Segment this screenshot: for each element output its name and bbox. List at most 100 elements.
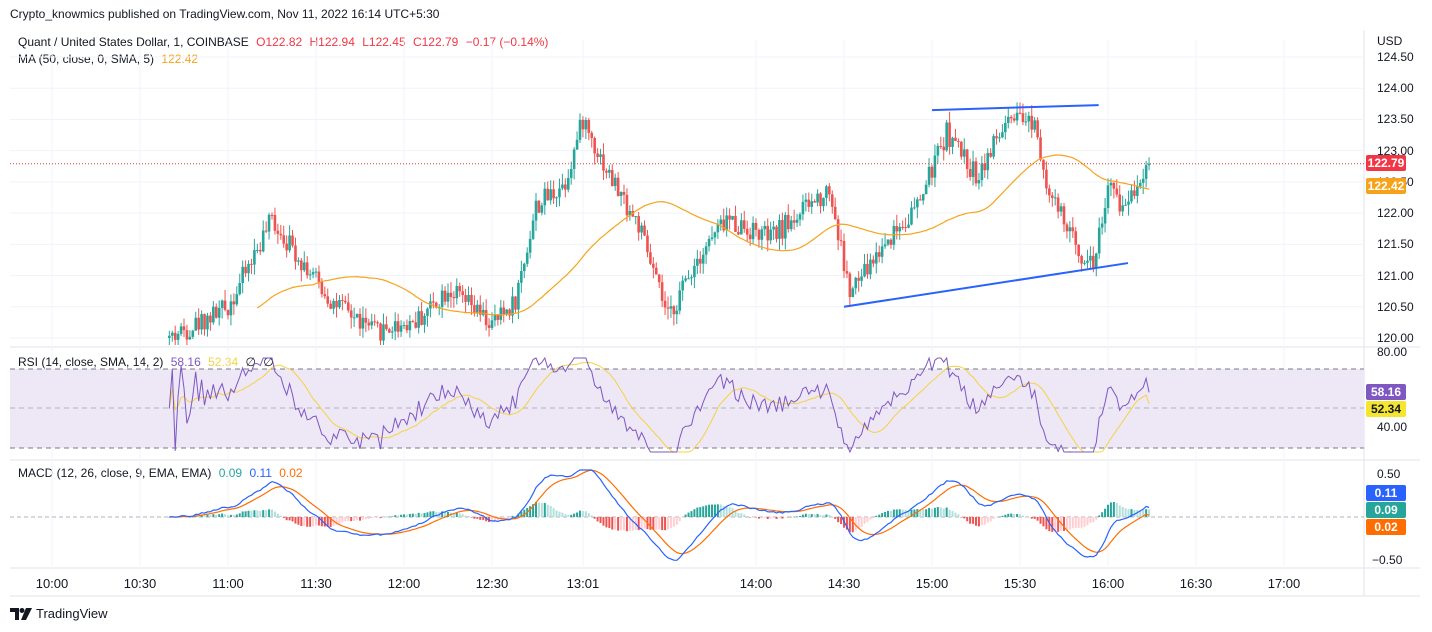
candle-body (1001, 132, 1004, 138)
macd-hist-bar (848, 517, 851, 533)
macd-hist-bar (772, 517, 775, 519)
low-value: L122.45 (362, 35, 406, 49)
macd-hist-bar (599, 517, 602, 524)
macd-hist-bar (687, 512, 690, 517)
candle-body (537, 200, 541, 213)
candle-body (1030, 115, 1034, 130)
time-tick-label: 10:30 (123, 576, 157, 591)
macd-hist-bar (394, 515, 397, 517)
candle-body (256, 249, 259, 251)
open-value: O122.82 (256, 35, 303, 49)
macd-hist-bar (925, 509, 928, 517)
candle-body (1059, 206, 1063, 212)
candle-body (637, 216, 640, 233)
macd-hist-bar (511, 515, 514, 517)
candle-body (549, 189, 552, 201)
macd-hist-bar (579, 510, 581, 517)
candle-body (379, 323, 382, 341)
candle-body (229, 301, 233, 316)
candle-body (707, 238, 711, 247)
macd-hist-bar (417, 512, 420, 517)
candle-body (737, 231, 740, 235)
macd-tick-label: −0.50 (1372, 553, 1403, 567)
candle-body (1109, 182, 1113, 186)
macd-hist-bar (429, 511, 432, 517)
macd-hist-bar (1112, 501, 1115, 517)
macd-hist-bar (866, 517, 869, 523)
macd-hist-bar (414, 514, 417, 517)
candle-body (801, 201, 805, 215)
macd-hist-bar (570, 514, 573, 517)
candle-body (446, 292, 450, 302)
candle-body (872, 259, 875, 264)
candle-body (185, 330, 189, 340)
macd-hist-bar (535, 501, 537, 517)
candle-body (1103, 208, 1107, 224)
candle-body (977, 180, 981, 184)
candle-body (238, 283, 242, 295)
candle-body (288, 235, 291, 251)
candle-body (869, 259, 872, 275)
time-tick-label: 12:00 (387, 576, 421, 591)
macd-hist-bar (640, 517, 643, 529)
macd-hist-bar (1051, 517, 1054, 532)
macd-hist-bar (655, 517, 658, 530)
macd-hist-bar (1013, 514, 1016, 517)
currency-label[interactable]: USD (1377, 34, 1403, 48)
candle-body (182, 326, 186, 331)
candle-body (214, 306, 218, 318)
candle-body (332, 300, 335, 309)
candle-body (1036, 120, 1039, 138)
macd (10, 469, 1364, 561)
macd-hist-bar (382, 517, 385, 518)
macd-hist-bar (455, 512, 458, 517)
macd-hist-bar (972, 517, 975, 524)
candle-body (487, 325, 491, 328)
candle-body (845, 271, 849, 274)
candle-body (1115, 188, 1119, 195)
candle-body (564, 184, 567, 190)
macd-hist-bar (986, 517, 989, 523)
candle-body (338, 299, 341, 308)
candle-body (1004, 123, 1007, 133)
candle-body (261, 230, 265, 252)
macd-hist-bar (1001, 515, 1004, 517)
candle-body (349, 310, 353, 318)
candle-body (886, 239, 890, 245)
ma-line (256, 154, 1150, 316)
candle-body (432, 301, 435, 303)
macd-hist-bar (628, 517, 631, 532)
price-tick-label: 124.50 (1377, 50, 1414, 64)
candle-body (481, 309, 485, 315)
symbol-label[interactable]: Quant / United States Dollar, 1, COINBAS… (18, 35, 249, 49)
rsi-label[interactable]: RSI (14, close, SMA, 14, 2) (18, 355, 164, 369)
price-tick-label: 123.00 (1377, 143, 1414, 158)
macd-hist-bar (197, 515, 200, 517)
macd-hist-bar (364, 517, 367, 520)
candle-body (1065, 224, 1069, 232)
macd-label[interactable]: MACD (12, 26, close, 9, EMA, EMA) (18, 466, 212, 480)
candle-body (789, 220, 793, 230)
tradingview-footer[interactable]: TradingView (10, 606, 108, 621)
macd-legend: MACD (12, 26, close, 9, EMA, EMA) 0.09 0… (18, 466, 307, 480)
candle-body (1121, 205, 1124, 212)
candle-body (710, 237, 714, 239)
candle-body (484, 309, 488, 326)
time-tick-label: 17:00 (1267, 576, 1301, 591)
macd-hist-bar (1071, 517, 1074, 529)
brand-label: TradingView (36, 606, 108, 621)
macd-hist-bar (684, 514, 687, 517)
candle-body (300, 260, 303, 271)
macd-hist-bar (625, 517, 628, 532)
macd-hist-bar (696, 507, 699, 517)
candle-body (200, 314, 203, 330)
candle-body (341, 299, 344, 301)
macd-hist-bar (980, 517, 983, 526)
macd-hist-bar (813, 514, 816, 517)
macd-hist-bar (505, 517, 508, 518)
macd-hist-bar (705, 505, 708, 517)
candle-body (1127, 201, 1130, 205)
macd-hist-bar (892, 509, 895, 517)
candle-body (889, 239, 893, 245)
